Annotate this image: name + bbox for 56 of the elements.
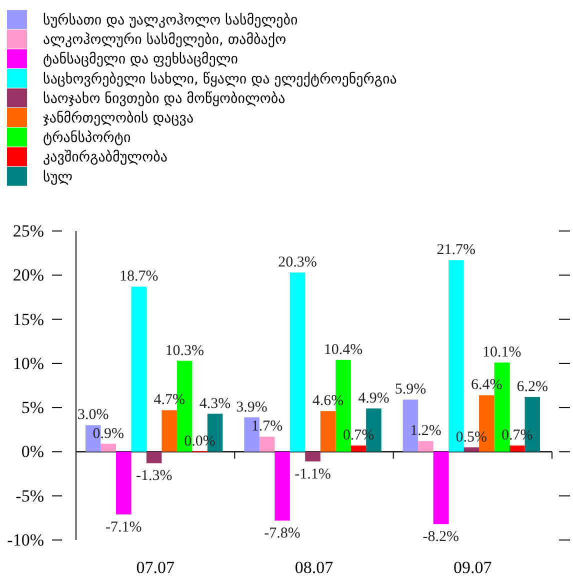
bar — [259, 436, 275, 452]
x-tick-label: 09.07 — [454, 558, 492, 577]
data-label: 3.0% — [77, 407, 109, 424]
bar — [320, 411, 336, 452]
data-label: 10.1% — [482, 344, 522, 361]
legend-label: ჯანმრთელობის დაცვა — [43, 110, 194, 126]
legend-label: საოჯახო ნივთები და მოწყობილობა — [43, 90, 286, 107]
bar — [146, 452, 162, 464]
data-label: 6.2% — [516, 378, 548, 395]
bar — [116, 452, 132, 514]
data-label: 5.9% — [394, 382, 426, 398]
bar — [162, 410, 177, 452]
data-label: 18.7% — [119, 268, 158, 285]
bar — [274, 452, 290, 521]
y-tick-label: -10% — [7, 530, 44, 550]
x-tick-label: 08.07 — [294, 558, 334, 577]
bar — [418, 441, 434, 452]
y-tick-label: 15% — [12, 310, 44, 329]
legend-label: საცხოვრებელი სახლი, წყალი და ელექტროენერგია — [43, 71, 397, 88]
legend-label: სურსათი და უალკოჰოლო სასმელები — [43, 12, 298, 28]
bar — [510, 446, 525, 452]
data-label: 21.7% — [436, 242, 476, 258]
data-label: 3.9% — [236, 399, 268, 416]
data-label: -8.2% — [422, 529, 460, 546]
data-label: 20.3% — [278, 254, 317, 270]
data-label: 4.3% — [199, 396, 231, 412]
data-label: 0.7% — [502, 428, 533, 444]
data-label: 1.2% — [410, 423, 442, 440]
data-label: 0.5% — [456, 429, 488, 446]
bar — [433, 452, 449, 524]
y-tick-label: -5% — [16, 486, 44, 506]
bar — [305, 452, 320, 462]
y-tick-label: 25% — [12, 222, 44, 240]
data-label: -7.8% — [264, 526, 300, 542]
legend-label: ალკოჰოლური სასმელები, თამბაქო — [43, 32, 286, 48]
bar — [350, 446, 366, 452]
data-label: 0.9% — [92, 426, 124, 442]
legend-label: კავშირგაბმულობა — [43, 150, 168, 166]
legend-label: ტრანსპორტი — [43, 130, 131, 146]
bar — [131, 286, 146, 452]
data-label: 4.9% — [358, 390, 390, 406]
y-tick-label: 10% — [12, 354, 44, 373]
data-label: -7.1% — [105, 519, 142, 536]
y-tick-label: 5% — [21, 398, 44, 418]
bar — [290, 272, 306, 452]
y-tick-label: 0% — [21, 442, 44, 462]
data-label: -1.3% — [136, 468, 172, 484]
legend-label: სულ — [43, 169, 73, 186]
data-label: 10.4% — [324, 342, 363, 358]
data-label: 10.3% — [165, 342, 204, 359]
bar — [100, 444, 116, 452]
legend-label: ტანსაცმელი და ფეხსაცმელი — [43, 52, 238, 68]
y-tick-label: 20% — [12, 266, 44, 285]
data-label: 1.7% — [251, 418, 283, 435]
x-tick-label: 07.07 — [136, 558, 175, 577]
data-label: -1.1% — [294, 466, 331, 482]
